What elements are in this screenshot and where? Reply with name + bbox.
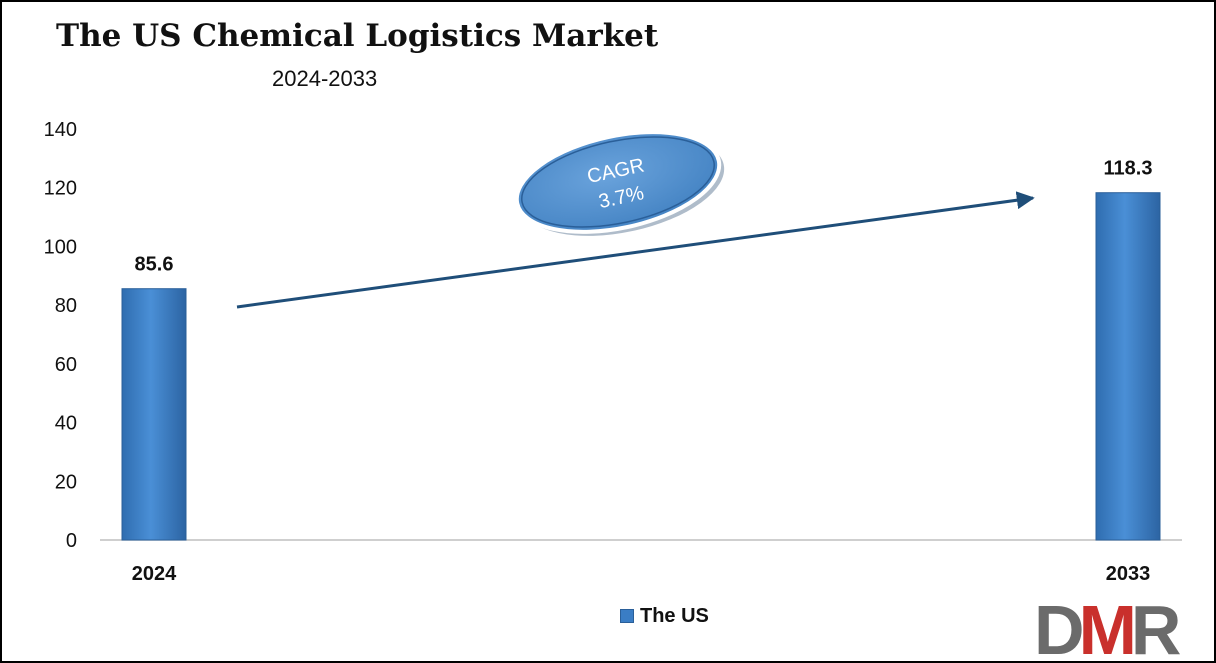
chart-legend: The US (620, 604, 709, 628)
data-label-2033: 118.3 (1104, 158, 1153, 180)
y-tick-label: 40 (55, 413, 77, 435)
legend-label: The US (640, 604, 709, 627)
logo-text: DMR (1034, 598, 1181, 658)
legend-swatch (620, 609, 634, 623)
x-tick-label-2024: 2024 (132, 563, 177, 585)
bar-2024 (121, 288, 187, 541)
cagr-arrow (236, 191, 1035, 309)
bar-2033 (1095, 192, 1161, 541)
y-tick-label: 140 (44, 119, 77, 141)
y-tick-label: 120 (44, 178, 77, 200)
dmr-logo: DMR (1034, 598, 1187, 658)
y-tick-label: 60 (55, 354, 77, 376)
chart-title: The US Chemical Logistics Market (56, 18, 659, 54)
y-tick-label: 100 (44, 236, 77, 258)
y-tick-label: 0 (66, 530, 77, 552)
y-tick-label: 80 (55, 295, 77, 317)
data-label-2024: 85.6 (135, 254, 174, 276)
cagr-badge: CAGR 3.7% (514, 130, 725, 236)
x-tick-label-2033: 2033 (1106, 563, 1151, 585)
chart-subtitle: 2024-2033 (272, 66, 378, 91)
y-tick-label: 20 (55, 471, 77, 493)
